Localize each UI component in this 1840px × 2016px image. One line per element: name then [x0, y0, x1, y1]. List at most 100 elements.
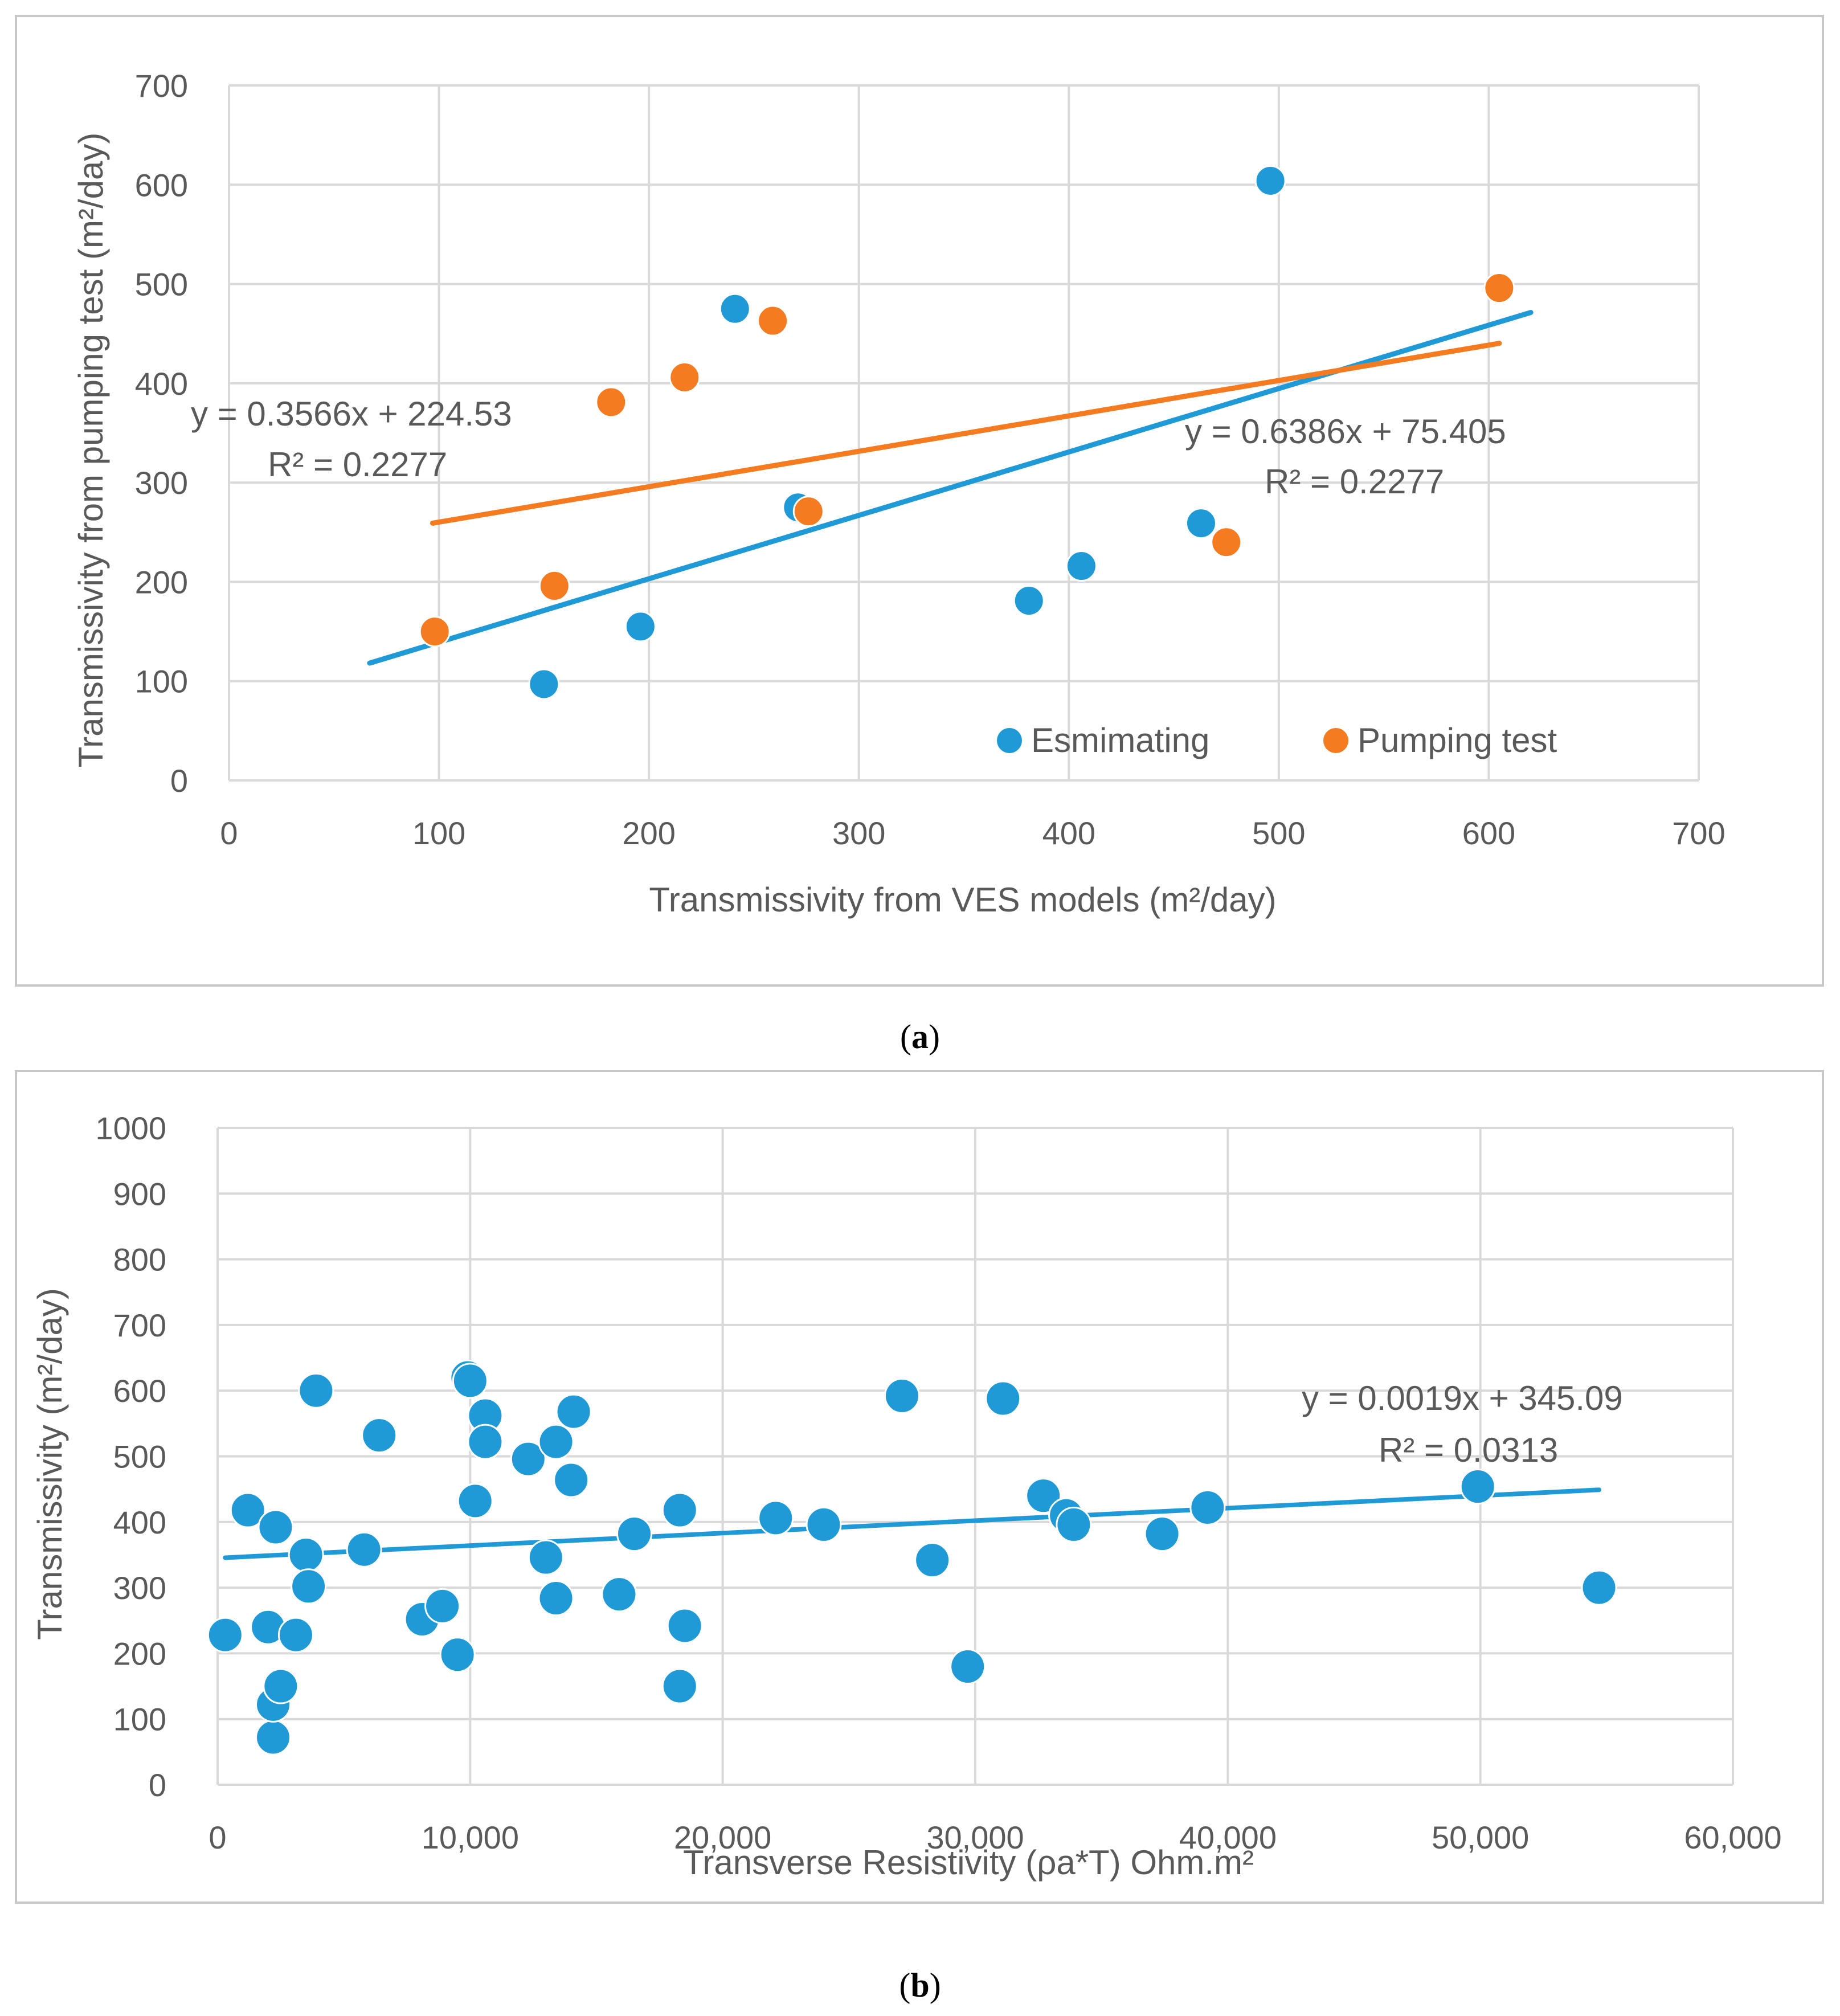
y-tick-label: 0: [170, 763, 188, 799]
y-tick-label: 400: [135, 366, 188, 402]
x-tick-label: 100: [412, 815, 465, 851]
data-point-estimating: [914, 1542, 951, 1579]
data-point-estimating: [361, 1417, 398, 1454]
legend-marker-estimating: [997, 728, 1022, 753]
x-tick-label: 400: [1042, 815, 1095, 851]
data-point-estimating: [510, 1441, 546, 1477]
data-point-estimating: [1056, 1506, 1092, 1543]
chart-b-y-tick-labels: 0 100 200 300 400 500 600 700 800 900 1000: [95, 1110, 166, 1803]
data-point-estimating: [601, 1576, 637, 1613]
chart-b-r2: R² = 0.0313: [1379, 1431, 1558, 1469]
data-point-estimating: [298, 1372, 334, 1409]
data-point-estimating: [1459, 1469, 1496, 1505]
y-tick-label: 800: [113, 1242, 166, 1278]
data-point-estimating: [1254, 165, 1286, 197]
data-point-estimating: [263, 1668, 299, 1704]
data-point-pumping: [419, 616, 451, 648]
data-point-pumping: [792, 496, 824, 527]
data-point-estimating: [555, 1393, 592, 1430]
data-point-pumping: [669, 361, 701, 393]
y-tick-label: 500: [135, 267, 188, 302]
x-tick-label: 50,000: [1432, 1819, 1529, 1855]
y-tick-label: 400: [113, 1504, 166, 1540]
data-point-estimating: [230, 1492, 266, 1528]
data-point-pumping: [757, 305, 789, 337]
data-point-estimating: [538, 1424, 574, 1460]
data-point-estimating: [452, 1363, 488, 1399]
data-point-estimating: [1189, 1489, 1226, 1526]
y-tick-label: 700: [135, 68, 188, 104]
chart-b-x-tick-labels: 0 10,000 20,000 30,000 40,000 50,000 60,000: [208, 1819, 1781, 1855]
data-point-estimating: [277, 1617, 314, 1653]
data-point-estimating: [1065, 550, 1097, 582]
x-tick-label: 30,000: [926, 1819, 1024, 1855]
chart-b: 0 10,000 20,000 30,000 40,000 50,000 60,000 0 1…: [15, 1070, 1824, 1904]
x-tick-label: 60,000: [1684, 1819, 1781, 1855]
data-point-estimating: [538, 1580, 574, 1617]
data-point-estimating: [1185, 508, 1217, 539]
data-point-estimating: [553, 1462, 590, 1498]
data-point-estimating: [950, 1648, 986, 1684]
data-point-estimating: [758, 1500, 794, 1536]
data-point-estimating: [291, 1568, 327, 1605]
chart-a-pumping-equation: y = 0.3566x + 224.53: [191, 395, 512, 433]
y-tick-label: 100: [113, 1702, 166, 1737]
data-point-estimating: [805, 1506, 842, 1543]
data-point-estimating: [719, 293, 751, 325]
data-point-estimating: [624, 611, 656, 643]
data-point-estimating: [207, 1617, 243, 1653]
data-point-pumping: [538, 570, 570, 602]
data-point-estimating: [288, 1536, 324, 1573]
data-point-pumping: [595, 386, 627, 418]
data-point-estimating: [1144, 1516, 1180, 1552]
x-tick-label: 700: [1672, 815, 1725, 851]
chart-a-x-axis-title: Transmissivity from VES models (m²/day): [649, 881, 1276, 919]
legend-marker-pumping: [1323, 728, 1348, 753]
data-point-estimating: [467, 1424, 504, 1460]
x-tick-label: 10,000: [422, 1819, 519, 1855]
data-point-estimating: [257, 1509, 294, 1545]
x-tick-label: 0: [220, 815, 238, 851]
data-point-estimating: [985, 1380, 1021, 1417]
y-tick-label: 900: [113, 1176, 166, 1212]
chart-a-x-tick-labels: 0 100 200 300 400 500 600 700: [220, 815, 1725, 851]
data-point-estimating: [424, 1588, 461, 1624]
chart-a-estimating-r2: R² = 0.2277: [1265, 463, 1444, 501]
legend-label-pumping: Pumping test: [1357, 721, 1557, 759]
data-point-estimating: [439, 1637, 476, 1673]
data-point-estimating: [616, 1516, 652, 1552]
data-point-estimating: [346, 1531, 382, 1568]
chart-a-legend: Esmimating Pumping test: [997, 721, 1557, 759]
chart-a: 0 100 200 300 400 500 600 700 0 100 200 300 400 500 6…: [15, 15, 1824, 987]
y-tick-label: 300: [135, 465, 188, 501]
x-tick-label: 500: [1252, 815, 1305, 851]
y-tick-label: 200: [135, 564, 188, 600]
chart-b-y-axis-title: Transmissivity (m²/day): [31, 1288, 69, 1640]
data-point-estimating: [661, 1668, 698, 1704]
y-tick-label: 600: [113, 1373, 166, 1409]
y-tick-label: 500: [113, 1439, 166, 1475]
chart-b-equation: y = 0.0019x + 345.09: [1302, 1379, 1623, 1417]
chart-a-y-tick-labels: 0 100 200 300 400 500 600 700: [135, 68, 188, 799]
chart-a-estimating-equation: y = 0.6386x + 75.405: [1185, 412, 1506, 451]
y-tick-label: 300: [113, 1570, 166, 1606]
legend-label-estimating: Esmimating: [1031, 721, 1209, 759]
data-point-estimating: [1581, 1569, 1617, 1606]
x-tick-label: 200: [622, 815, 675, 851]
x-tick-label: 600: [1462, 815, 1515, 851]
data-point-estimating: [1025, 1478, 1062, 1514]
data-point-estimating: [884, 1377, 920, 1414]
chart-b-x-axis-title: Transverse Resistivity (ρa*T) Ohm.m²: [683, 1843, 1254, 1882]
chart-b-points: [207, 1359, 1617, 1756]
y-tick-label: 0: [149, 1767, 166, 1803]
x-tick-label: 20,000: [674, 1819, 771, 1855]
chart-a-trendlines: [367, 310, 1534, 666]
y-tick-label: 200: [113, 1635, 166, 1671]
x-tick-label: 40,000: [1179, 1819, 1277, 1855]
y-tick-label: 700: [113, 1307, 166, 1343]
y-tick-label: 100: [135, 664, 188, 700]
chart-b-caption: (b): [899, 1966, 941, 2004]
y-tick-label: 1000: [95, 1110, 166, 1146]
chart-a-caption: (a): [900, 1018, 940, 1056]
